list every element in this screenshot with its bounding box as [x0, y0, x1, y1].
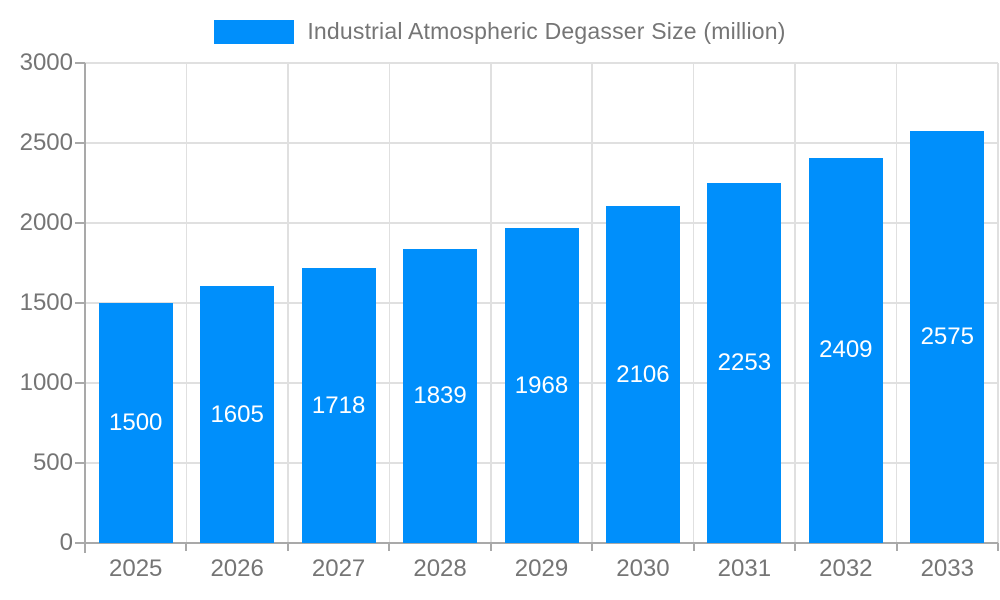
bar-value-label: 1605 [210, 400, 264, 428]
bar[interactable]: 2253 [707, 182, 782, 543]
gridline-v [287, 63, 289, 543]
x-tick-label: 2033 [920, 555, 974, 582]
gridline-v [490, 63, 492, 543]
y-tick [75, 382, 85, 384]
x-tick-label: 2027 [311, 555, 366, 582]
bar[interactable]: 1968 [504, 228, 579, 543]
y-tick [75, 302, 85, 304]
bar-value-label: 2409 [819, 336, 873, 364]
y-tick-label: 1000 [19, 369, 73, 396]
bar-value-label: 1839 [413, 381, 467, 409]
legend-marker [214, 19, 295, 44]
x-tick [185, 543, 188, 551]
x-tick-label: 2032 [819, 555, 873, 582]
bar[interactable]: 2409 [808, 157, 883, 543]
bar-value-label: 2575 [920, 323, 974, 350]
y-tick [75, 62, 85, 64]
gridline-v [692, 63, 695, 543]
legend-label: Industrial Atmospheric Degasser Size (mi… [307, 18, 786, 44]
gridline-v [997, 63, 999, 543]
gridline-v [185, 63, 188, 543]
x-tick [794, 543, 797, 551]
x-tick-label: 2026 [210, 555, 264, 582]
x-tick [388, 543, 391, 551]
y-tick-label: 500 [32, 449, 73, 476]
bar[interactable]: 2575 [910, 131, 985, 543]
x-tick [591, 543, 594, 551]
y-tick-label: 3000 [19, 49, 73, 76]
legend-item[interactable]: Industrial Atmospheric Degasser Size (mi… [214, 18, 785, 45]
x-tick-label: 2029 [514, 555, 569, 582]
bar[interactable]: 2106 [605, 206, 680, 543]
y-tick [75, 222, 85, 224]
y-tick-label: 2500 [19, 129, 73, 156]
x-tick [286, 543, 289, 551]
gridline-v [591, 63, 593, 543]
bar[interactable]: 1839 [403, 248, 478, 543]
legend: Industrial Atmospheric Degasser Size (mi… [0, 18, 1000, 45]
gridline-v [794, 63, 796, 543]
bar-value-label: 1500 [109, 409, 163, 436]
y-tick [75, 142, 85, 144]
bar[interactable]: 1500 [98, 303, 173, 543]
gridline-h [85, 222, 998, 224]
gridline-v [895, 63, 898, 543]
x-axis-line [75, 542, 998, 544]
x-tick-label: 2025 [109, 555, 163, 582]
y-tick [75, 462, 85, 464]
y-tick-label: 1500 [19, 289, 73, 316]
x-tick-label: 2028 [413, 555, 467, 582]
bar-value-label: 1968 [514, 371, 569, 399]
bar-value-label: 2106 [616, 360, 670, 388]
y-tick-label: 2000 [19, 209, 73, 236]
gridline-h [85, 62, 998, 64]
gridline-h [85, 142, 998, 144]
x-tick-label: 2031 [717, 555, 772, 582]
x-tick [895, 543, 898, 551]
x-tick [489, 543, 492, 551]
bar[interactable]: 1605 [200, 286, 275, 543]
bar[interactable]: 1718 [301, 268, 376, 543]
x-tick [997, 543, 999, 551]
x-tick [692, 543, 695, 551]
bar-value-label: 2253 [717, 348, 772, 376]
y-axis-line [84, 63, 86, 553]
gridline-v [388, 63, 391, 543]
y-tick-label: 0 [59, 529, 73, 556]
x-tick-label: 2030 [616, 555, 670, 582]
bar-value-label: 1718 [311, 391, 366, 419]
